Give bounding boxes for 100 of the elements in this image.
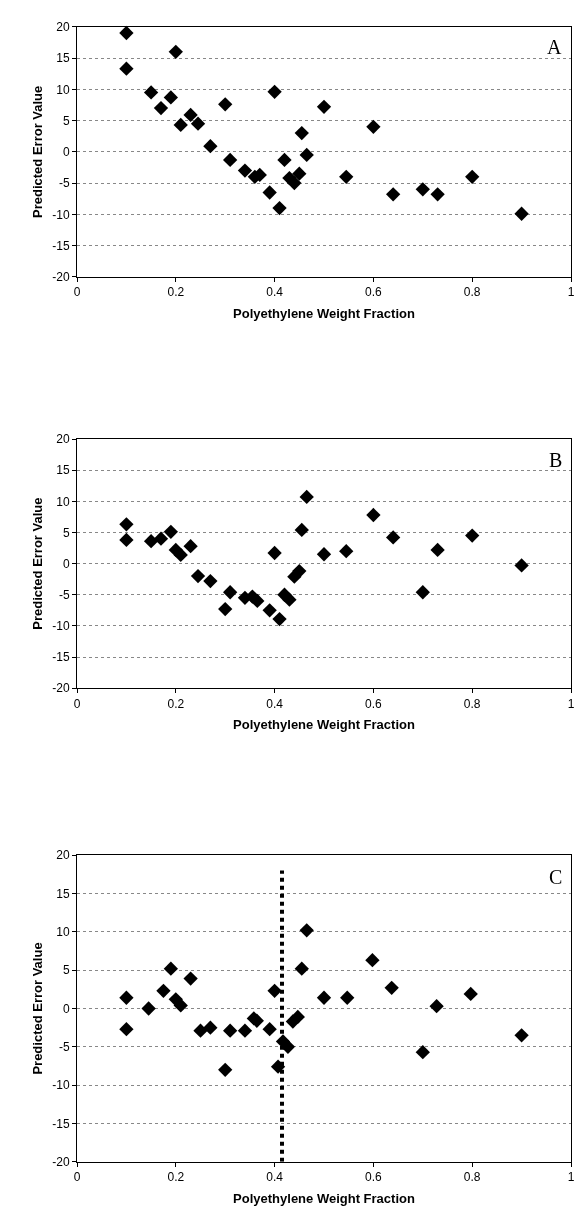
y-tick-label: -15 xyxy=(52,238,70,253)
x-tick-label: 0.2 xyxy=(167,285,185,300)
point xyxy=(183,539,198,554)
point xyxy=(183,107,198,123)
y-tick-label: -10 xyxy=(52,619,70,634)
x-tick-label: 0.6 xyxy=(365,696,383,711)
x-tick-label: 1 xyxy=(567,696,575,711)
y-tick-label: 5 xyxy=(62,113,70,128)
x-tick-label: 0 xyxy=(73,696,81,711)
point xyxy=(465,169,480,184)
x-tick-label: 0.2 xyxy=(167,696,185,711)
y-tick-label: 10 xyxy=(56,82,70,97)
y-tick-label: 10 xyxy=(56,925,70,940)
y-tick-label: -10 xyxy=(52,207,70,222)
annotation: A xyxy=(547,36,562,58)
point xyxy=(386,187,401,202)
point xyxy=(415,585,430,600)
y-tick-label: 5 xyxy=(62,963,70,978)
point xyxy=(119,25,134,41)
point xyxy=(294,125,309,141)
y-tick-label: -10 xyxy=(52,1078,70,1093)
point xyxy=(316,99,332,114)
point xyxy=(119,1022,134,1037)
x-tick-label: 0 xyxy=(73,285,81,300)
y-tick-label: 15 xyxy=(56,463,70,478)
point xyxy=(143,534,159,549)
x-tick-label: 0.6 xyxy=(365,285,383,300)
point xyxy=(203,573,218,589)
point xyxy=(294,961,309,976)
y-tick-label: 20 xyxy=(56,848,70,863)
x-tick-label: 0.8 xyxy=(463,285,481,300)
point xyxy=(183,971,198,986)
y-tick-label: -5 xyxy=(58,176,70,191)
point xyxy=(365,953,380,968)
point xyxy=(339,543,354,559)
x-tick-label: 0.2 xyxy=(167,1170,185,1185)
x-axis-title: Polyethylene Weight Fraction xyxy=(233,717,415,733)
point xyxy=(193,1023,208,1038)
point xyxy=(218,1062,233,1077)
y-tick-label: 10 xyxy=(56,494,70,509)
point xyxy=(173,547,188,563)
point xyxy=(299,489,314,505)
point xyxy=(119,61,134,76)
point xyxy=(340,990,355,1005)
point xyxy=(267,84,282,99)
point xyxy=(514,558,529,573)
x-tick-label: 0.6 xyxy=(365,1170,383,1185)
y-tick-label: -15 xyxy=(52,650,70,665)
point xyxy=(173,998,188,1013)
y-tick-label: 0 xyxy=(62,145,70,160)
x-tick-label: 1 xyxy=(567,285,575,300)
point xyxy=(514,206,529,221)
annotation: C xyxy=(549,866,563,888)
point xyxy=(267,983,282,999)
point xyxy=(218,601,233,617)
point xyxy=(141,1001,156,1016)
point xyxy=(163,524,179,539)
x-tick-label: 0.4 xyxy=(266,285,284,300)
point xyxy=(153,531,169,546)
point xyxy=(222,585,238,600)
y-axis-title: Predicted Error Value xyxy=(30,942,46,1075)
point xyxy=(262,603,277,618)
point xyxy=(119,990,134,1005)
x-tick-label: 0.8 xyxy=(463,696,481,711)
y-axis-title: Predicted Error Value xyxy=(30,497,46,630)
point xyxy=(203,139,218,154)
point xyxy=(222,152,238,168)
point xyxy=(163,90,179,105)
point xyxy=(514,1028,529,1043)
x-axis-title: Polyethylene Weight Fraction xyxy=(233,305,415,321)
y-tick-label: -5 xyxy=(58,587,70,602)
point xyxy=(143,85,159,100)
point xyxy=(316,547,332,562)
point xyxy=(430,187,445,202)
point xyxy=(267,545,282,561)
point xyxy=(339,169,354,184)
point xyxy=(262,185,277,200)
y-tick-label: -20 xyxy=(52,270,70,285)
y-tick-label: -20 xyxy=(52,1154,70,1169)
point xyxy=(294,522,309,538)
x-tick-label: 0.4 xyxy=(266,696,284,711)
point xyxy=(384,980,399,995)
point xyxy=(163,961,179,976)
point xyxy=(415,1045,430,1060)
point xyxy=(173,117,188,133)
point xyxy=(366,507,381,523)
y-tick-label: 20 xyxy=(56,432,70,447)
y-tick-label: 0 xyxy=(62,1001,70,1016)
point xyxy=(465,528,480,543)
point xyxy=(153,100,169,116)
point xyxy=(222,1023,238,1038)
y-tick-label: -15 xyxy=(52,1116,70,1131)
point xyxy=(168,44,183,59)
point xyxy=(237,1023,253,1038)
point xyxy=(366,119,381,134)
y-tick-label: -20 xyxy=(52,681,70,696)
point xyxy=(119,517,134,532)
point xyxy=(292,166,307,181)
point xyxy=(156,983,171,999)
point xyxy=(290,1009,305,1025)
